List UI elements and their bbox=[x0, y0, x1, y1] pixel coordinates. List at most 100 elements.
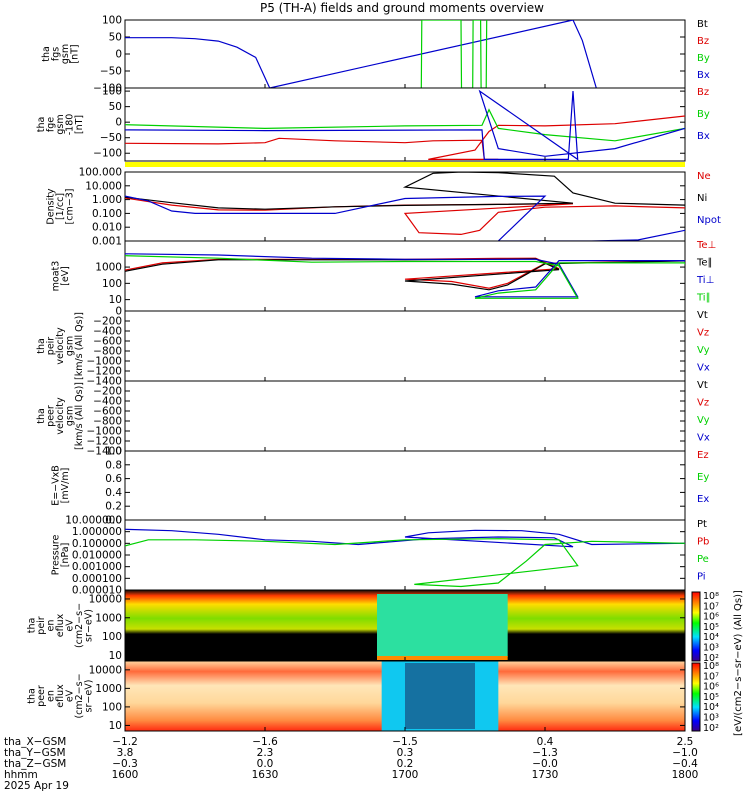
y-tick-label: 100 bbox=[102, 86, 122, 98]
colorbar-tick: 10⁶ bbox=[703, 612, 719, 623]
colorbar-tick: 10² bbox=[703, 723, 719, 734]
y-tick-label: 1000 bbox=[95, 612, 122, 624]
y-tick-label: 0 bbox=[115, 117, 122, 129]
y-tick-label: 0.000010 bbox=[72, 585, 122, 597]
x-row-value: 1630 bbox=[252, 769, 279, 781]
y-axis-label-line: peer bbox=[46, 405, 57, 427]
legend-Bx: Bx bbox=[697, 70, 710, 81]
legend-Ti⊥: Ti⊥ bbox=[696, 275, 714, 286]
y-axis-label-line: Pressure bbox=[50, 535, 61, 576]
y-tick-label: −1000 bbox=[86, 426, 122, 438]
x-row-value: −0.0 bbox=[532, 758, 558, 770]
x-axis-annotations: tha_X−GSM −1.2 −1.6 −1.5 0.4 2.5 tha_Y−GSM 3.8 2… bbox=[4, 736, 698, 792]
x-row-value: 0.3 bbox=[397, 747, 414, 759]
x-row-value: 3.8 bbox=[117, 747, 134, 759]
series-By bbox=[420, 20, 488, 88]
x-row-value: −0.4 bbox=[672, 758, 698, 770]
x-row-value: −1.6 bbox=[252, 736, 278, 748]
y-axis-label-line: tha bbox=[27, 688, 38, 704]
y-tick-label: 10.000 bbox=[85, 180, 122, 192]
colorbar-tick: 10⁴ bbox=[703, 632, 719, 643]
y-tick-label: −50 bbox=[100, 132, 122, 144]
y-axis-label-line: gsm bbox=[65, 336, 76, 356]
legend-By: By bbox=[697, 109, 710, 120]
y-tick-label: −100 bbox=[93, 148, 122, 160]
y-tick-label: 0.001 bbox=[92, 236, 122, 248]
legend-Vz: Vz bbox=[697, 328, 709, 339]
series-Ne bbox=[125, 197, 685, 236]
y-tick-label: −50 bbox=[100, 66, 122, 78]
y-tick-label: 1.000 bbox=[92, 194, 122, 206]
legend-Ey: Ey bbox=[697, 472, 709, 483]
colorbar-label: [eV/(cm2−s−sr−eV) (All Qs)] bbox=[733, 590, 744, 736]
x-row-label: tha_Z−GSM bbox=[4, 758, 66, 770]
y-tick-label: 50 bbox=[109, 32, 122, 44]
legend-Vy: Vy bbox=[697, 415, 710, 426]
x-row-value: 2.3 bbox=[257, 747, 274, 759]
y-tick-label: 0.010 bbox=[92, 222, 122, 234]
y-tick-label: 0.2 bbox=[105, 501, 122, 513]
y-axis-label-line: (cm2−s− bbox=[74, 603, 85, 648]
y-axis-label-line: eflux bbox=[55, 684, 66, 708]
y-tick-label: −200 bbox=[93, 386, 122, 398]
legend-Vt: Vt bbox=[697, 380, 708, 391]
series-Bx bbox=[125, 89, 685, 161]
legend-By: By bbox=[697, 53, 710, 64]
panel-E-field: 1.00.8 0.6 0.4 0.2 0.0 E=−VxB[mV/m] Ez Ey Ex bbox=[50, 446, 709, 527]
x-row-value: −1.5 bbox=[392, 736, 418, 748]
y-tick-label: 100 bbox=[102, 701, 122, 713]
series-Bz bbox=[125, 115, 685, 160]
quality-flag-bar bbox=[125, 162, 685, 167]
colorbar-electron bbox=[691, 662, 701, 732]
colorbar-tick: 10⁵ bbox=[703, 692, 719, 703]
y-tick-label: −400 bbox=[93, 396, 122, 408]
series-Pi bbox=[125, 528, 685, 548]
y-tick-label: 0.000100 bbox=[72, 573, 122, 585]
y-axis-label-line: en bbox=[46, 690, 57, 702]
y-tick-label: −100 bbox=[93, 83, 122, 95]
ion-low-energy-band bbox=[377, 656, 508, 660]
y-tick-label: 10 bbox=[109, 650, 122, 662]
ion-spectrogram-gap bbox=[377, 594, 508, 657]
y-tick-label: 0.010000 bbox=[72, 550, 122, 562]
legend-Bz: Bz bbox=[697, 87, 709, 98]
legend-Vz: Vz bbox=[697, 398, 709, 409]
y-tick-label: 1.0 bbox=[105, 446, 122, 458]
x-date-label: 2025 Apr 19 bbox=[4, 780, 69, 792]
colorbar-tick: 10⁷ bbox=[703, 671, 719, 682]
series-Bx bbox=[125, 20, 597, 88]
x-row-value: 2.5 bbox=[677, 736, 694, 748]
legend-Ni: Ni bbox=[697, 193, 707, 204]
colorbar-label-text: [eV/(cm2−s−sr−eV) (All Qs)] bbox=[733, 590, 744, 736]
y-tick-label: 100 bbox=[102, 278, 122, 290]
series-Ni bbox=[125, 172, 685, 210]
colorbar-tick: 10⁷ bbox=[703, 601, 719, 612]
legend-Vx: Vx bbox=[697, 433, 710, 444]
x-row-value: −1.3 bbox=[532, 747, 558, 759]
series-By bbox=[125, 108, 685, 142]
y-axis-label-line: [km/s (All Qs)] bbox=[74, 312, 85, 380]
legend-Te∥: Te∥ bbox=[696, 258, 713, 269]
y-tick-label: 0 bbox=[115, 306, 122, 318]
y-tick-label: −1000 bbox=[86, 356, 122, 368]
y-axis-label-line: gsm bbox=[55, 114, 66, 134]
colorbar-tick: 10⁸ bbox=[703, 661, 719, 672]
y-tick-label: −800 bbox=[93, 416, 122, 428]
y-axis-label-line: [eV] bbox=[60, 266, 71, 286]
y-axis-label-line: -180 bbox=[65, 114, 76, 136]
legend-Vx: Vx bbox=[697, 363, 710, 374]
y-axis-label-line: tha bbox=[36, 408, 47, 424]
y-tick-label: −400 bbox=[93, 326, 122, 338]
y-axis-label-line: eV bbox=[65, 619, 76, 632]
y-tick-label: 0.6 bbox=[105, 473, 122, 485]
x-row-value: 1700 bbox=[392, 769, 419, 781]
y-axis-label-line: tha bbox=[41, 46, 52, 62]
legend-Ez: Ez bbox=[697, 450, 709, 461]
y-axis-label: Density[1/cc][cm−3] bbox=[46, 188, 76, 224]
colorbar-tick: 10⁵ bbox=[703, 622, 719, 633]
